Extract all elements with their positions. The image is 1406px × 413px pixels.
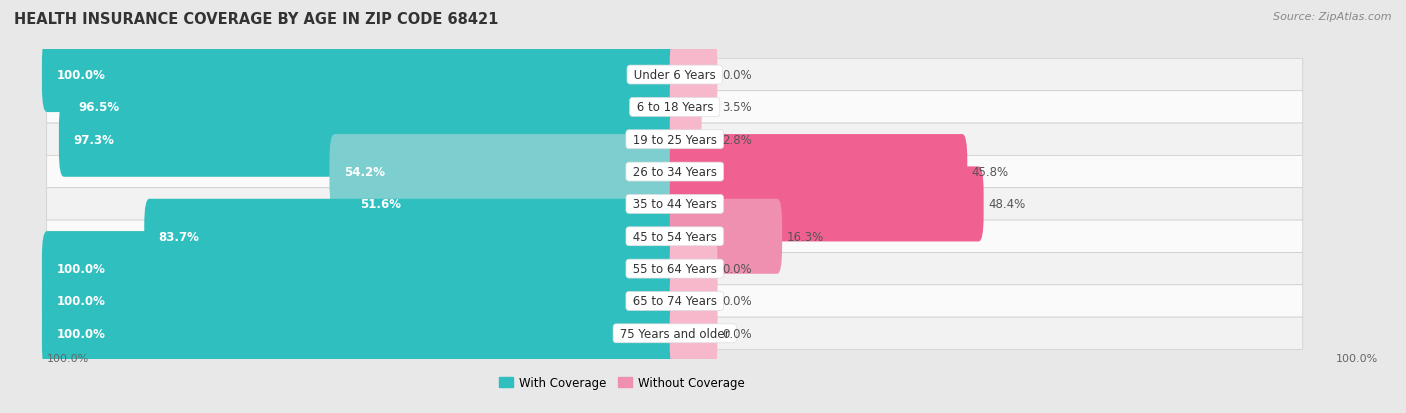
Text: 26 to 34 Years: 26 to 34 Years <box>628 166 721 179</box>
FancyBboxPatch shape <box>42 264 679 339</box>
Text: 0.0%: 0.0% <box>721 263 751 275</box>
FancyBboxPatch shape <box>669 264 717 339</box>
Text: 51.6%: 51.6% <box>360 198 401 211</box>
FancyBboxPatch shape <box>59 102 679 177</box>
Text: HEALTH INSURANCE COVERAGE BY AGE IN ZIP CODE 68421: HEALTH INSURANCE COVERAGE BY AGE IN ZIP … <box>14 12 499 27</box>
FancyBboxPatch shape <box>46 317 1303 350</box>
Text: 2.8%: 2.8% <box>721 133 752 146</box>
Text: 16.3%: 16.3% <box>786 230 824 243</box>
Text: 75 Years and older: 75 Years and older <box>616 327 734 340</box>
FancyBboxPatch shape <box>669 135 967 210</box>
Text: 55 to 64 Years: 55 to 64 Years <box>628 263 720 275</box>
Text: 97.3%: 97.3% <box>73 133 114 146</box>
FancyBboxPatch shape <box>329 135 679 210</box>
FancyBboxPatch shape <box>46 124 1303 156</box>
Text: 83.7%: 83.7% <box>159 230 200 243</box>
Text: 0.0%: 0.0% <box>721 69 751 82</box>
FancyBboxPatch shape <box>46 92 1303 124</box>
FancyBboxPatch shape <box>46 59 1303 92</box>
Text: Under 6 Years: Under 6 Years <box>630 69 720 82</box>
FancyBboxPatch shape <box>669 38 717 113</box>
Text: 100.0%: 100.0% <box>56 295 105 308</box>
FancyBboxPatch shape <box>145 199 679 274</box>
Text: 0.0%: 0.0% <box>721 327 751 340</box>
FancyBboxPatch shape <box>46 285 1303 317</box>
Text: 100.0%: 100.0% <box>56 327 105 340</box>
FancyBboxPatch shape <box>46 221 1303 253</box>
Text: Source: ZipAtlas.com: Source: ZipAtlas.com <box>1274 12 1392 22</box>
Text: 100.0%: 100.0% <box>46 353 89 363</box>
Text: 96.5%: 96.5% <box>79 101 120 114</box>
FancyBboxPatch shape <box>46 253 1303 285</box>
FancyBboxPatch shape <box>42 296 679 371</box>
Text: 45 to 54 Years: 45 to 54 Years <box>628 230 720 243</box>
Text: 100.0%: 100.0% <box>56 69 105 82</box>
FancyBboxPatch shape <box>669 232 717 306</box>
Text: 45.8%: 45.8% <box>972 166 1010 179</box>
Text: 100.0%: 100.0% <box>56 263 105 275</box>
Text: 19 to 25 Years: 19 to 25 Years <box>628 133 721 146</box>
FancyBboxPatch shape <box>669 70 702 145</box>
FancyBboxPatch shape <box>42 232 679 306</box>
FancyBboxPatch shape <box>42 38 679 113</box>
FancyBboxPatch shape <box>46 156 1303 188</box>
FancyBboxPatch shape <box>346 167 679 242</box>
Text: 3.5%: 3.5% <box>721 101 751 114</box>
Text: 6 to 18 Years: 6 to 18 Years <box>633 101 717 114</box>
FancyBboxPatch shape <box>63 70 679 145</box>
FancyBboxPatch shape <box>46 188 1303 221</box>
FancyBboxPatch shape <box>669 199 782 274</box>
Text: 54.2%: 54.2% <box>344 166 385 179</box>
Text: 100.0%: 100.0% <box>1336 353 1378 363</box>
Text: 65 to 74 Years: 65 to 74 Years <box>628 295 721 308</box>
FancyBboxPatch shape <box>669 102 697 177</box>
FancyBboxPatch shape <box>669 167 984 242</box>
Legend: With Coverage, Without Coverage: With Coverage, Without Coverage <box>495 371 749 394</box>
FancyBboxPatch shape <box>669 296 717 371</box>
Text: 0.0%: 0.0% <box>721 295 751 308</box>
Text: 35 to 44 Years: 35 to 44 Years <box>628 198 720 211</box>
Text: 48.4%: 48.4% <box>988 198 1025 211</box>
